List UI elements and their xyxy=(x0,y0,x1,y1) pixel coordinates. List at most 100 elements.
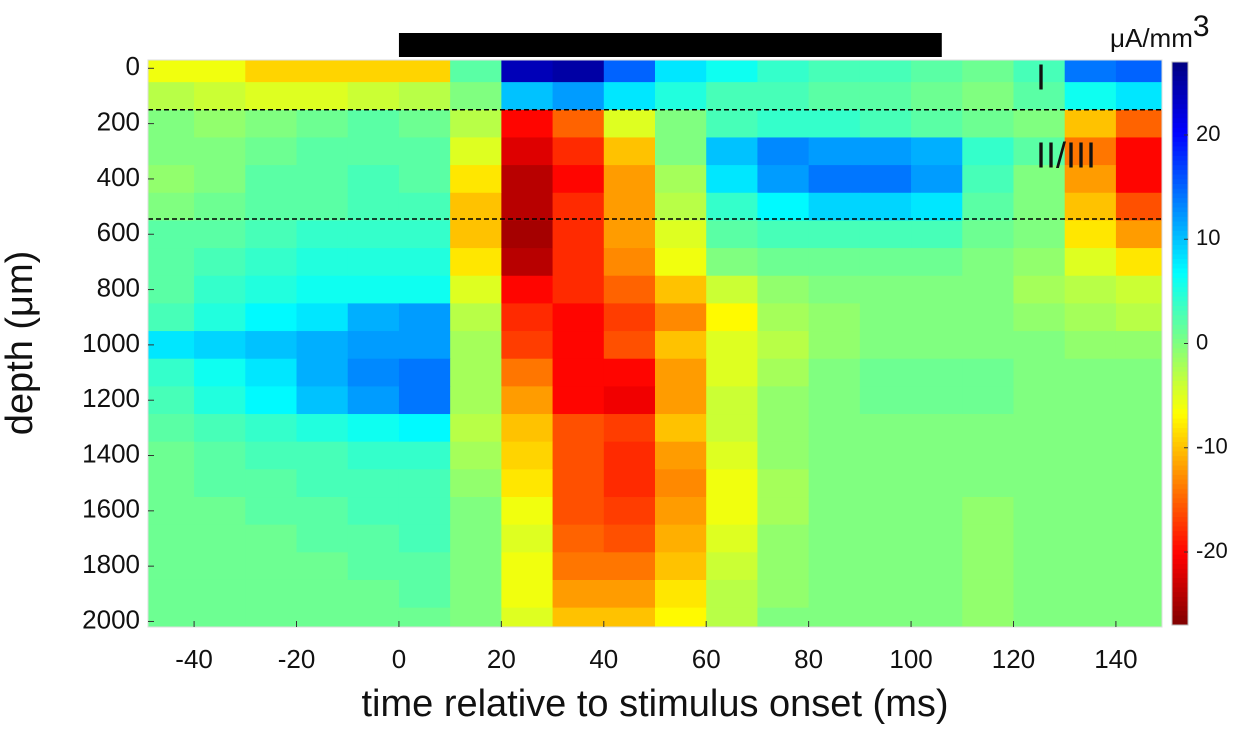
colorbar-strip xyxy=(1172,535,1188,542)
heatmap-cell xyxy=(450,386,502,415)
heatmap-cell xyxy=(1115,469,1162,498)
colorbar-strip xyxy=(1172,559,1188,565)
heatmap-cell xyxy=(808,331,861,360)
heatmap-cell xyxy=(501,82,554,111)
colorbar-strip xyxy=(1172,71,1188,77)
heatmap-cell xyxy=(808,220,861,249)
heatmap-cell xyxy=(552,386,605,415)
colorbar-strip xyxy=(1172,183,1188,190)
heatmap-cell xyxy=(501,165,554,194)
heatmap-cell xyxy=(706,303,758,332)
heatmap-cell xyxy=(450,303,502,332)
heatmap-cell xyxy=(347,607,400,627)
heatmap-cell xyxy=(347,579,400,609)
heatmap-cell xyxy=(450,524,502,553)
heatmap-cell xyxy=(859,220,912,249)
heatmap-cell xyxy=(1115,109,1162,138)
heatmap-cell xyxy=(245,82,298,111)
heatmap-cell xyxy=(194,303,246,332)
heatmap-cell xyxy=(552,303,605,332)
colorbar-strip xyxy=(1172,160,1188,166)
heatmap-cell xyxy=(347,469,400,498)
heatmap-cell xyxy=(808,441,861,470)
heatmap-cell xyxy=(347,524,400,553)
colorbar-strip xyxy=(1172,291,1188,298)
heatmap-cell xyxy=(245,275,298,304)
heatmap-cell xyxy=(552,497,605,526)
heatmap-cell xyxy=(1115,524,1162,553)
heatmap-cell xyxy=(398,441,451,470)
y-tick-label: 1600 xyxy=(82,494,140,524)
heatmap-cell xyxy=(194,358,246,387)
heatmap-cell xyxy=(655,220,707,249)
heatmap-cell xyxy=(1064,165,1117,194)
heatmap-cell xyxy=(808,165,861,194)
heatmap-cell xyxy=(1064,579,1117,609)
heatmap-cell xyxy=(296,552,349,581)
heatmap-cell xyxy=(450,497,502,526)
heatmap-cell xyxy=(808,275,861,304)
heatmap-cell xyxy=(757,137,810,166)
colorbar-strip xyxy=(1172,357,1188,363)
heatmap-cell xyxy=(501,441,554,470)
heatmap-cell xyxy=(552,469,605,498)
heatmap-cell xyxy=(450,331,502,360)
heatmap-cell xyxy=(911,358,963,387)
heatmap-cell xyxy=(296,331,349,360)
colorbar-strip xyxy=(1172,615,1188,621)
heatmap-cell xyxy=(603,414,656,443)
heatmap-cell xyxy=(1064,607,1117,627)
heatmap-cell xyxy=(808,579,861,609)
heatmap-cell xyxy=(398,165,451,194)
heatmap-cell xyxy=(655,248,707,277)
colorbar-strip xyxy=(1172,582,1188,588)
heatmap-cell xyxy=(148,165,195,194)
colorbar-strip xyxy=(1172,399,1188,405)
colorbar-strip xyxy=(1172,479,1188,485)
colorbar-strip xyxy=(1172,254,1188,260)
colorbar-strip xyxy=(1172,334,1188,340)
heatmap-cell xyxy=(859,192,912,221)
colorbar-strip xyxy=(1172,390,1188,396)
heatmap-cell xyxy=(296,579,349,609)
colorbar-strip xyxy=(1172,174,1188,180)
heatmap-cell xyxy=(859,552,912,581)
colorbar-strip xyxy=(1172,244,1188,251)
heatmap-cell xyxy=(1115,165,1162,194)
x-tick-label: -20 xyxy=(278,644,316,674)
y-tick-label: 2000 xyxy=(82,604,140,634)
y-tick-label: 600 xyxy=(97,217,140,247)
heatmap-cell xyxy=(245,607,298,627)
heatmap-cell xyxy=(398,303,451,332)
heatmap-cell xyxy=(911,386,963,415)
colorbar-strip xyxy=(1172,122,1188,129)
heatmap-cell xyxy=(603,165,656,194)
heatmap-cell xyxy=(148,331,195,360)
heatmap-cell xyxy=(1064,275,1117,304)
heatmap-cell xyxy=(1013,469,1066,498)
heatmap-cell xyxy=(194,165,246,194)
colorbar-strip xyxy=(1172,362,1188,368)
colorbar-tick-label: 20 xyxy=(1196,121,1220,146)
y-tick-label: 1800 xyxy=(82,549,140,579)
heatmap-cell xyxy=(911,579,963,609)
colorbar-strip xyxy=(1172,259,1188,265)
heatmap-cell xyxy=(757,358,810,387)
colorbar-strip xyxy=(1172,207,1188,213)
colorbar-strip xyxy=(1172,343,1188,349)
colorbar-strip xyxy=(1172,484,1188,490)
colorbar-strip xyxy=(1172,385,1188,391)
heatmap-cell xyxy=(603,220,656,249)
heatmap-cell xyxy=(859,579,912,609)
colorbar-strip xyxy=(1172,587,1188,593)
heatmap-cell xyxy=(398,497,451,526)
heatmap-cell xyxy=(757,109,810,138)
heatmap-cell xyxy=(962,220,1014,249)
y-tick-label: 200 xyxy=(97,106,140,136)
heatmap-cell xyxy=(398,358,451,387)
heatmap-cell xyxy=(962,579,1014,609)
heatmap-cell xyxy=(552,137,605,166)
heatmap-cell xyxy=(347,60,400,83)
heatmap-cell xyxy=(501,469,554,498)
heatmap-cell xyxy=(859,109,912,138)
